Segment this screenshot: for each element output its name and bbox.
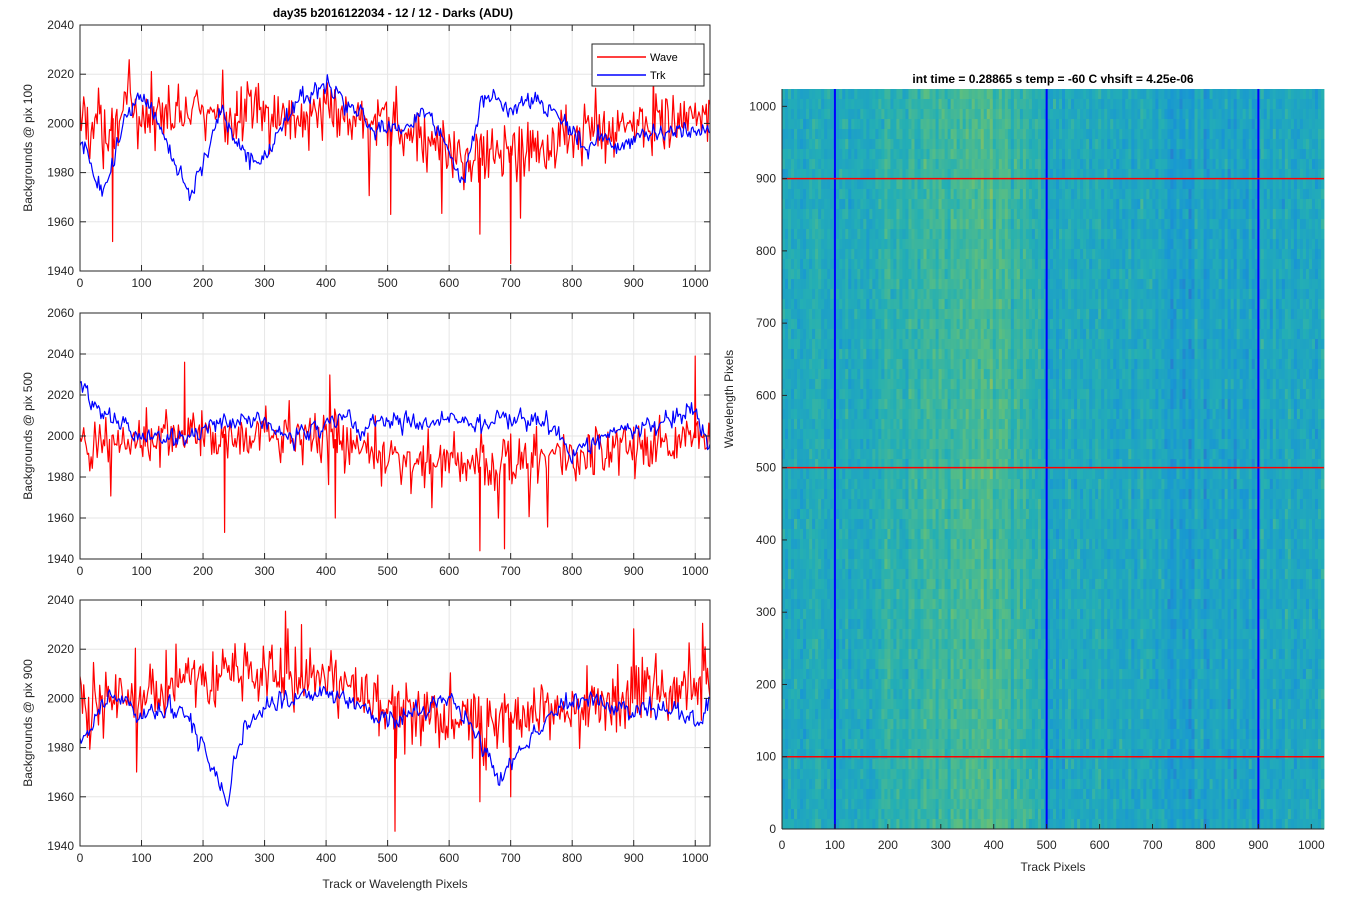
x-tick-label: 200	[193, 564, 213, 578]
x-tick-label: 1000	[1298, 838, 1325, 852]
y-tick-label: 2020	[47, 642, 74, 656]
x-tick-label: 0	[779, 838, 786, 852]
x-tick-label: 1000	[682, 564, 709, 578]
legend-trk-label: Trk	[650, 70, 666, 82]
x-tick-label: 100	[825, 838, 845, 852]
x-tick-label: 0	[77, 851, 84, 865]
y-tick-label: 1940	[47, 839, 74, 853]
x-tick-label: 700	[1142, 838, 1162, 852]
x-tick-label: 200	[193, 851, 213, 865]
series-line-trk	[80, 74, 710, 201]
y-tick-label: 1980	[47, 741, 74, 755]
y-axis-label: Backgrounds @ pix 900	[21, 659, 35, 787]
y-tick-label: 800	[756, 244, 776, 258]
x-tick-label: 800	[562, 276, 582, 290]
x-tick-label: 700	[501, 276, 521, 290]
y-tick-label: 0	[769, 822, 776, 836]
y-tick-label: 2040	[47, 347, 74, 361]
x-tick-label: 500	[1037, 838, 1057, 852]
x-tick-label: 100	[132, 851, 152, 865]
axes-frame	[79, 599, 711, 847]
x-tick-label: 200	[878, 838, 898, 852]
x-tick-label: 1000	[682, 851, 709, 865]
x-tick-label: 100	[132, 564, 152, 578]
x-tick-label: 1000	[682, 276, 709, 290]
line-chart-pix-900: 0 100 200 300 400 500 600 700 800 900 1000 1940 1960…	[21, 593, 711, 891]
x-tick-label: 400	[316, 276, 336, 290]
series-line-wave	[80, 610, 710, 832]
legend-box	[591, 43, 705, 87]
y-tick-label: 2060	[47, 306, 74, 320]
line-chart-pix-500: 0 100 200 300 400 500 600 700 800 900 1000 1940 1960…	[21, 306, 711, 578]
x-tick-label: 500	[378, 564, 398, 578]
y-tick-label: 1960	[47, 790, 74, 804]
x-tick-label: 600	[439, 851, 459, 865]
y-tick-label: 1960	[47, 215, 74, 229]
y-tick-label: 900	[756, 172, 776, 186]
y-tick-label: 2000	[47, 429, 74, 443]
x-tick-label: 900	[624, 276, 644, 290]
y-tick-label: 300	[756, 605, 776, 619]
y-tick-label: 1000	[749, 99, 776, 113]
x-tick-label: 500	[378, 276, 398, 290]
y-tick-label: 700	[756, 316, 776, 330]
figure-title: day35 b2016122034 - 12 / 12 - Darks (ADU…	[273, 6, 513, 20]
x-tick-label: 0	[77, 276, 84, 290]
x-tick-label: 800	[562, 851, 582, 865]
y-tick-label: 100	[756, 750, 776, 764]
x-tick-label: 100	[132, 276, 152, 290]
x-tick-label: 600	[439, 564, 459, 578]
heatmap-title: int time = 0.28865 s temp = -60 C vhsift…	[912, 72, 1193, 86]
x-tick-label: 900	[624, 851, 644, 865]
x-tick-label: 0	[77, 564, 84, 578]
x-tick-label: 200	[193, 276, 213, 290]
legend-wave-label: Wave	[650, 52, 678, 64]
x-tick-label: 800	[562, 564, 582, 578]
series-line-wave	[80, 59, 710, 265]
series-line-trk	[80, 381, 710, 465]
x-tick-label: 500	[378, 851, 398, 865]
y-tick-label: 1980	[47, 166, 74, 180]
x-tick-label: 300	[931, 838, 951, 852]
x-axis-label: Track or Wavelength Pixels	[322, 877, 467, 891]
heatmap-chart: 0 100 200 300 400 500 600 700 800 900 1000 0 100 200 3…	[722, 72, 1325, 874]
y-tick-label: 600	[756, 388, 776, 402]
y-tick-label: 1980	[47, 470, 74, 484]
x-tick-label: 600	[1090, 838, 1110, 852]
x-tick-label: 300	[255, 276, 275, 290]
y-tick-label: 1940	[47, 552, 74, 566]
y-tick-label: 500	[756, 461, 776, 475]
y-tick-label: 200	[756, 677, 776, 691]
y-tick-label: 400	[756, 533, 776, 547]
y-axis-label: Backgrounds @ pix 500	[21, 372, 35, 500]
x-tick-label: 400	[316, 851, 336, 865]
x-tick-label: 600	[439, 276, 459, 290]
y-tick-label: 2040	[47, 593, 74, 607]
legend: Wave Trk	[591, 43, 705, 87]
series-line-trk	[80, 685, 710, 807]
x-tick-label: 700	[501, 851, 521, 865]
y-axis-label: Backgrounds @ pix 100	[21, 84, 35, 212]
y-axis-label: Wavelength Pixels	[722, 350, 736, 448]
y-tick-label: 2000	[47, 691, 74, 705]
x-tick-label: 900	[624, 564, 644, 578]
y-tick-label: 2020	[47, 388, 74, 402]
y-tick-label: 2000	[47, 116, 74, 130]
x-tick-label: 400	[984, 838, 1004, 852]
x-tick-label: 300	[255, 851, 275, 865]
y-tick-label: 1960	[47, 511, 74, 525]
x-tick-label: 800	[1195, 838, 1215, 852]
y-tick-label: 1940	[47, 264, 74, 278]
axes-frame	[79, 24, 711, 272]
x-tick-label: 400	[316, 564, 336, 578]
x-tick-label: 300	[255, 564, 275, 578]
y-tick-label: 2040	[47, 18, 74, 32]
x-axis-label: Track Pixels	[1021, 860, 1086, 874]
series-line-wave	[80, 355, 710, 552]
x-tick-label: 700	[501, 564, 521, 578]
y-tick-label: 2020	[47, 67, 74, 81]
x-tick-label: 900	[1248, 838, 1268, 852]
heatmap-image	[782, 89, 1325, 830]
